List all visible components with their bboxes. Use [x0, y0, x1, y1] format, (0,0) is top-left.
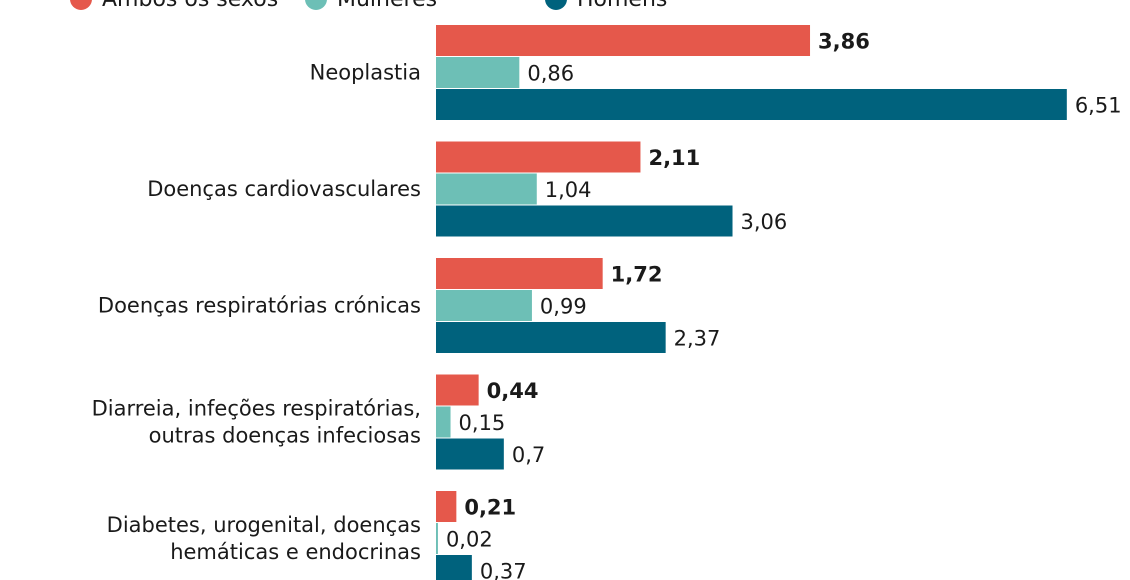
legend-swatch: [305, 0, 327, 10]
legend-swatch: [545, 0, 567, 10]
legend-item: Mulheres: [305, 0, 437, 12]
bar: [436, 290, 532, 321]
data-label: 0,21: [464, 496, 516, 520]
category-label-line: Doenças cardiovasculares: [147, 177, 421, 201]
data-label: 0,15: [459, 411, 506, 435]
data-label: 0,7: [512, 443, 545, 467]
data-label: 0,02: [446, 528, 493, 552]
legend: Ambos os sexos Mulheres Homens: [0, 0, 1130, 12]
category-label: Diabetes, urogenital, doenças hemáticas e…: [107, 513, 421, 564]
bar: [436, 258, 603, 289]
bar: [436, 173, 537, 205]
legend-label: Ambos os sexos: [102, 0, 278, 12]
data-label: 2,11: [648, 146, 700, 170]
bar: [436, 205, 733, 237]
bar: [436, 555, 472, 580]
bar: [436, 374, 479, 406]
bar: [436, 523, 438, 554]
bar: [436, 89, 1067, 120]
legend-item: Ambos os sexos: [70, 0, 278, 12]
category-label: Doenças cardiovasculares: [147, 177, 421, 201]
data-label: 1,72: [611, 263, 663, 287]
category-label-line: Diabetes, urogenital, doenças: [107, 513, 421, 537]
data-label: 3,86: [818, 30, 870, 54]
data-label: 0,44: [487, 379, 539, 403]
data-label: 3,06: [741, 210, 788, 234]
category-label: Neoplastia: [310, 61, 421, 85]
data-label: 0,99: [540, 295, 587, 319]
category-label-line: Doenças respiratórias crónicas: [98, 294, 421, 318]
legend-item: Homens: [545, 0, 667, 12]
data-label: 2,37: [674, 327, 721, 351]
category-label-line: Diarreia, infeções respiratórias,: [92, 397, 421, 421]
legend-label: Mulheres: [337, 0, 437, 12]
category-label: Doenças respiratórias crónicas: [98, 294, 421, 318]
legend-label: Homens: [577, 0, 667, 12]
bar: [436, 438, 504, 470]
bar: [436, 141, 641, 173]
category-label-line: Neoplastia: [310, 61, 421, 85]
category-label-line: outras doenças infeciosas: [149, 424, 421, 448]
data-label: 6,51: [1075, 94, 1122, 118]
bar: [436, 406, 451, 438]
data-label: 0,86: [527, 62, 574, 86]
category-label: Diarreia, infeções respiratórias, outras …: [92, 397, 421, 448]
bar: [436, 491, 457, 522]
data-label: 0,37: [480, 560, 527, 580]
bar: [436, 57, 520, 88]
data-label: 1,04: [545, 178, 592, 202]
legend-swatch: [70, 0, 92, 10]
bar: [436, 25, 811, 56]
bar: [436, 322, 666, 353]
category-label-line: hemáticas e endocrinas: [170, 540, 421, 564]
